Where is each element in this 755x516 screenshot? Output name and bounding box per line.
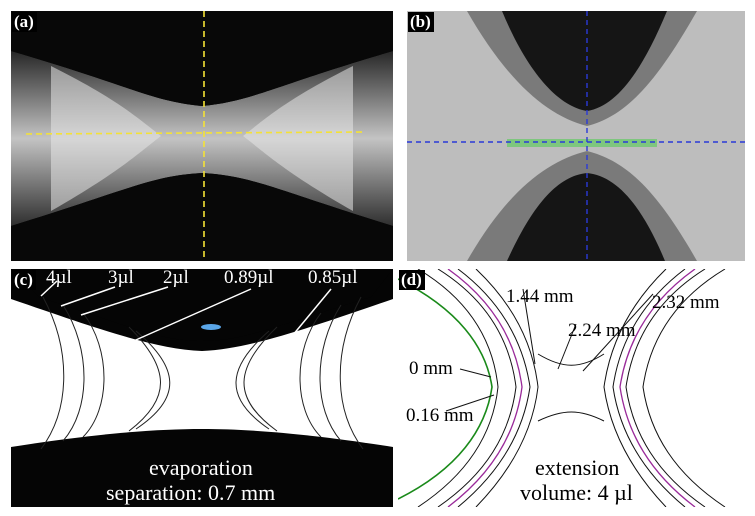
panel-d-image [398,269,745,507]
panel-c-label: (c) [12,270,36,290]
horizontal-guide-line [25,131,367,135]
distance-label-2-24mm: 2.24 mm [568,320,636,341]
distance-label-0-16mm: 0.16 mm [406,405,474,426]
panel-a-image [11,11,393,261]
volume-label-0-89ul: 0.89µl [224,269,274,288]
caption-process: extension [535,455,620,480]
panel-c-photo: (c) 4µl 3µl 2µl 0.89µl 0.85µl evaporatio… [11,269,393,507]
distance-label-2-32mm: 2.32 mm [652,292,720,313]
panel-d-photo: (d) 1.44 mm 2.32 mm 2.24 mm 0 mm 0.16 mm… [398,269,745,507]
distance-label-0mm: 0 mm [409,358,453,379]
caption-process: evaporation [149,455,253,480]
panel-a-photo: (a) [11,11,393,261]
distance-label-1-44mm: 1.44 mm [506,286,574,307]
panel-b-label: (b) [408,12,434,32]
volume-label-0-85ul: 0.85µl [308,269,358,288]
panel-d-label: (d) [399,270,425,290]
volume-label-3ul: 3µl [108,269,134,288]
panel-b-image [407,11,745,261]
volume-label-2ul: 2µl [163,269,189,288]
panel-b-photo: (b) [407,11,745,261]
caption-volume: volume: 4 µl [520,480,633,505]
panel-c-image [11,269,393,507]
panel-a-label: (a) [12,12,37,32]
caption-separation: separation: 0.7 mm [106,480,276,505]
volume-label-4ul: 4µl [46,269,72,288]
